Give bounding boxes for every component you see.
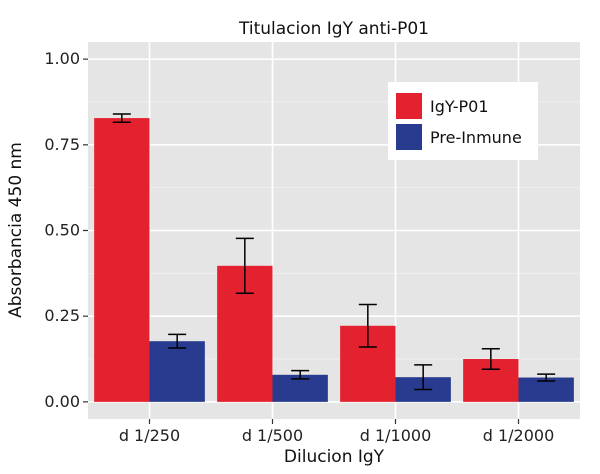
x-tick-label: d 1/1000 (360, 426, 432, 445)
x-tick-label: d 1/2000 (483, 426, 555, 445)
legend-swatch-pre-inmune (396, 124, 422, 150)
y-axis: 0.00 0.25 0.50 0.75 1.00 (44, 49, 88, 411)
y-axis-title: Absorbancia 450 nm (6, 142, 26, 318)
x-axis: d 1/250 d 1/500 d 1/1000 d 1/2000 (119, 419, 554, 445)
y-tick-label: 0.00 (44, 392, 80, 411)
y-tick-label: 0.75 (44, 135, 80, 154)
legend-label-pre-inmune: Pre-Inmune (430, 128, 522, 147)
legend: IgY-P01 Pre-Inmune (388, 82, 538, 160)
bar-pre-inmune (149, 341, 205, 402)
x-tick-label: d 1/500 (242, 426, 303, 445)
y-tick-label: 0.50 (44, 221, 80, 240)
legend-label-igy-p01: IgY-P01 (430, 97, 489, 116)
y-tick-label: 1.00 (44, 49, 80, 68)
x-tick-label: d 1/250 (119, 426, 180, 445)
x-axis-title: Dilucion IgY (284, 447, 385, 467)
bar-igy-p01 (94, 118, 150, 402)
y-tick-label: 0.25 (44, 306, 80, 325)
chart-title: Titulacion IgY anti-P01 (238, 19, 429, 39)
error-bars (112, 113, 556, 391)
legend-swatch-igy-p01 (396, 93, 422, 119)
bars (94, 118, 574, 402)
